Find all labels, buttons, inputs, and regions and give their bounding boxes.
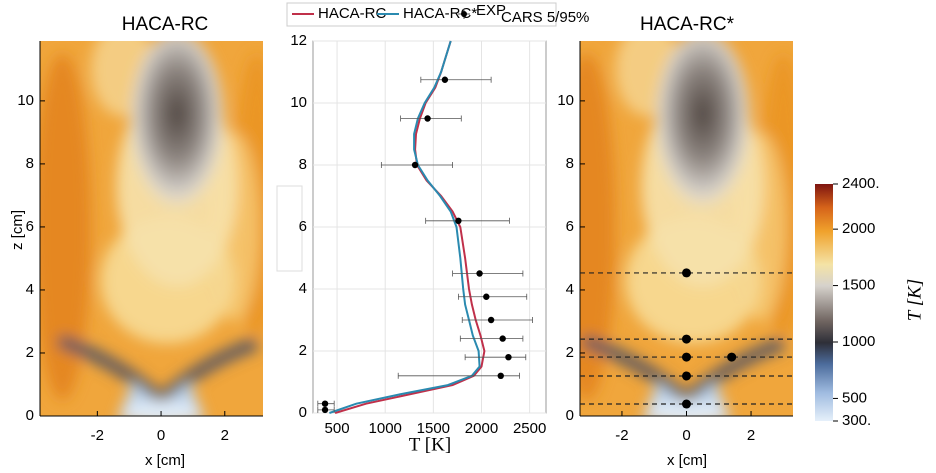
legend-label: HACA-RC	[318, 5, 387, 22]
data-point	[483, 293, 490, 300]
colorbar-tick-label: 2000	[842, 220, 875, 237]
y-tick-label: 2	[299, 342, 307, 359]
y-tick-label: 10	[557, 92, 574, 109]
x-tick-label: 0	[682, 427, 690, 444]
y-tick-label: 2	[26, 344, 34, 361]
colorbar-label: T [K]	[904, 279, 925, 321]
x-tick-label: 2500	[513, 420, 546, 437]
data-point	[424, 115, 431, 122]
y-axis-label: z [cm]	[9, 210, 26, 250]
x-tick-label: 500	[325, 420, 350, 437]
panel-title: HACA-RC*	[640, 14, 735, 35]
field-region	[129, 41, 225, 215]
x-tick-label: -2	[615, 427, 628, 444]
y-tick-label: 0	[26, 407, 34, 424]
y-tick-label: 4	[299, 280, 307, 297]
x-tick-label: 1000	[369, 420, 402, 437]
measurement-point	[682, 371, 691, 381]
colorbar-tick-label: 1500	[842, 277, 875, 294]
data-point	[487, 316, 495, 324]
x-axis-label: x [cm]	[145, 452, 185, 469]
y-tick-label: 8	[26, 155, 34, 172]
x-tick-label: 2	[221, 427, 229, 444]
y-tick-label: 0	[299, 404, 307, 421]
panel-title: HACA-RC	[122, 14, 209, 35]
y-tick-label: 2	[566, 344, 574, 361]
data-point	[497, 372, 504, 379]
measurement-point	[682, 268, 691, 278]
temperature-field	[40, 41, 263, 416]
data-point	[455, 217, 462, 224]
x-tick-label: 2000	[465, 420, 498, 437]
y-tick-label: 6	[566, 218, 574, 235]
x-tick-label: -2	[91, 427, 104, 444]
x-tick-label: 1500	[417, 420, 450, 437]
data-point	[321, 406, 329, 414]
data-point	[411, 161, 419, 169]
legend-label: EXP	[476, 2, 506, 19]
y-tick-label: 10	[17, 92, 34, 109]
y-tick-label: 4	[26, 281, 34, 298]
frame-artifact	[276, 185, 303, 272]
data-point	[441, 76, 449, 83]
legend-swatch	[461, 11, 467, 17]
temperature-field	[580, 41, 793, 416]
y-tick-label: 6	[299, 218, 307, 235]
legend-label: CARS 5/95%	[501, 9, 589, 26]
legend-box	[286, 2, 557, 27]
measurement-point	[682, 352, 691, 362]
data-point	[321, 400, 329, 407]
colorbar-tick-label: 500	[842, 389, 867, 406]
x-tick-label: 0	[157, 427, 165, 444]
field-region	[40, 53, 91, 401]
colorbar-tick-label: 1000	[842, 333, 875, 350]
y-tick-label: 0	[566, 407, 574, 424]
data-point	[499, 335, 506, 342]
field-structures	[580, 41, 793, 416]
x-tick-label: 2	[747, 427, 755, 444]
x-axis-label: T [K]	[409, 434, 451, 455]
y-tick-label: 10	[290, 94, 307, 111]
field-region	[654, 41, 752, 215]
y-tick-label: 8	[566, 155, 574, 172]
x-axis-label: x [cm]	[667, 452, 707, 469]
data-point	[505, 354, 512, 361]
colorbar	[815, 184, 833, 421]
data-point	[476, 270, 483, 277]
field-region	[580, 53, 616, 401]
measurement-point	[682, 399, 691, 409]
colorbar-tick-label: 300.	[842, 412, 871, 429]
cold-core	[122, 400, 200, 416]
measurement-point	[727, 352, 737, 362]
y-tick-label: 6	[26, 218, 34, 235]
legend-label: HACA-RC*	[403, 5, 477, 22]
colorbar-tick-label: 2400.	[842, 175, 880, 192]
field-structures	[40, 41, 263, 416]
measurement-point	[682, 334, 691, 344]
y-tick-label: 12	[290, 32, 307, 49]
y-tick-label: 4	[566, 281, 574, 298]
y-tick-label: 8	[299, 156, 307, 173]
